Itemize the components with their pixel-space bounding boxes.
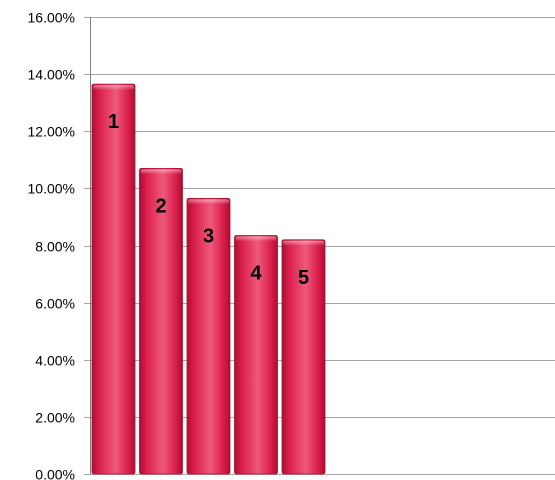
data-labels: 1 2 3 4 5 [108, 111, 309, 289]
bar-body [91, 83, 136, 475]
bar [281, 239, 326, 475]
bar-highlight [188, 199, 229, 205]
y-axis: 0.00% 2.00% 4.00% 6.00% 8.00% 10.00% 12.00% 14.… [28, 10, 91, 480]
bar-body [139, 167, 183, 475]
y-tick-label: 4.00% [35, 353, 75, 369]
data-label: 5 [298, 267, 309, 289]
y-tick-label: 2.00% [35, 410, 75, 426]
bar-body [186, 197, 231, 475]
bar-body [234, 235, 278, 475]
y-tick-label: 12.00% [28, 124, 75, 140]
y-tick-label: 6.00% [35, 296, 75, 312]
y-tick-label: 16.00% [28, 10, 75, 26]
bar [91, 83, 136, 475]
bar-highlight [140, 169, 182, 175]
data-label: 1 [108, 111, 119, 133]
y-tick-label: 10.00% [28, 181, 75, 197]
data-label: 2 [155, 195, 166, 217]
y-tick-label: 14.00% [28, 67, 75, 83]
y-tick-label: 8.00% [35, 239, 75, 255]
bar [186, 197, 231, 475]
y-tick-label: 0.00% [35, 467, 75, 480]
bar [139, 167, 183, 475]
bar-highlight [93, 85, 134, 91]
bar [234, 235, 278, 475]
data-label: 4 [250, 263, 262, 285]
bar-highlight [283, 240, 324, 246]
bar-body [281, 239, 326, 475]
bar-highlight [235, 236, 277, 242]
data-label: 3 [203, 225, 214, 247]
bar-series [91, 83, 326, 475]
